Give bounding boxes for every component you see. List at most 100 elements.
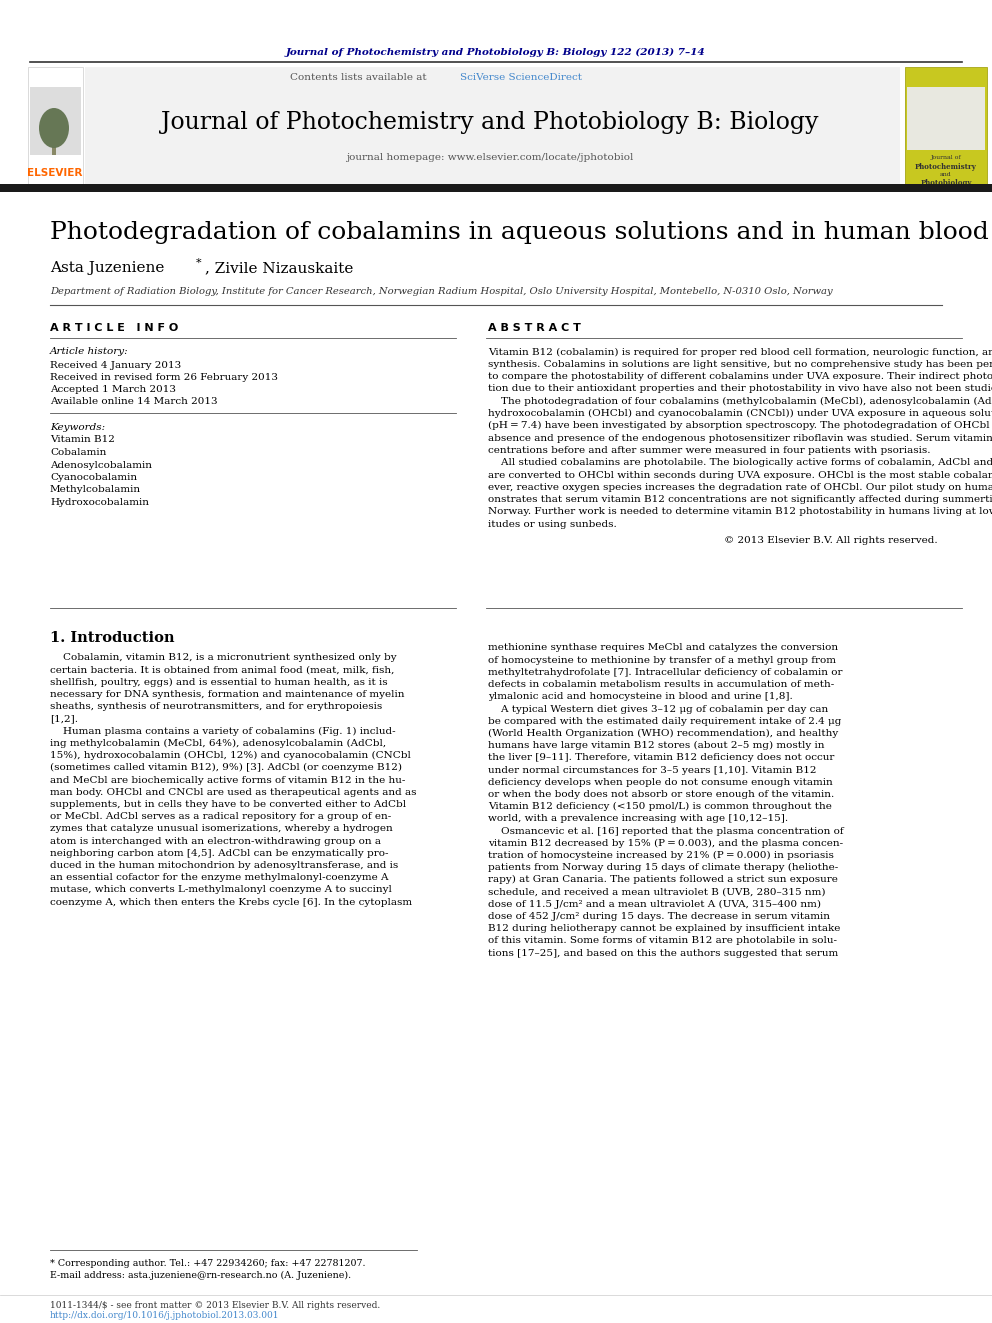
Text: 1. Introduction: 1. Introduction <box>50 631 175 646</box>
Text: Human plasma contains a variety of cobalamins (Fig. 1) includ-: Human plasma contains a variety of cobal… <box>50 726 396 736</box>
Bar <box>0 184 992 192</box>
Bar <box>30 87 81 155</box>
Text: defects in cobalamin metabolism results in accumulation of meth-: defects in cobalamin metabolism results … <box>488 680 834 689</box>
Text: Cyanocobalamin: Cyanocobalamin <box>50 474 137 482</box>
Text: B12 during heliotherapy cannot be explained by insufficient intake: B12 during heliotherapy cannot be explai… <box>488 923 840 933</box>
Text: * Corresponding author. Tel.: +47 22934260; fax: +47 22781207.: * Corresponding author. Tel.: +47 229342… <box>50 1258 365 1267</box>
Text: deficiency develops when people do not consume enough vitamin: deficiency develops when people do not c… <box>488 778 832 787</box>
Text: methionine synthase requires MeCbl and catalyzes the conversion: methionine synthase requires MeCbl and c… <box>488 643 838 652</box>
Text: under normal circumstances for 3–5 years [1,10]. Vitamin B12: under normal circumstances for 3–5 years… <box>488 766 816 774</box>
Text: dose of 452 J/cm² during 15 days. The decrease in serum vitamin: dose of 452 J/cm² during 15 days. The de… <box>488 912 830 921</box>
Text: (pH = 7.4) have been investigated by absorption spectroscopy. The photodegradati: (pH = 7.4) have been investigated by abs… <box>488 421 992 430</box>
Text: ever, reactive oxygen species increases the degradation rate of OHCbl. Our pilot: ever, reactive oxygen species increases … <box>488 483 992 492</box>
Text: Keywords:: Keywords: <box>50 422 105 431</box>
Text: Methylcobalamin: Methylcobalamin <box>50 486 141 495</box>
Text: journal homepage: www.elsevier.com/locate/jphotobiol: journal homepage: www.elsevier.com/locat… <box>346 153 634 163</box>
Text: Photodegradation of cobalamins in aqueous solutions and in human blood: Photodegradation of cobalamins in aqueou… <box>50 221 989 243</box>
Text: centrations before and after summer were measured in four patients with psoriasi: centrations before and after summer were… <box>488 446 930 455</box>
Text: Cobalamin: Cobalamin <box>50 448 106 456</box>
Text: Vitamin B12: Vitamin B12 <box>50 435 115 445</box>
Text: All studied cobalamins are photolabile. The biologically active forms of cobalam: All studied cobalamins are photolabile. … <box>488 458 992 467</box>
Text: man body. OHCbl and CNCbl are used as therapeutical agents and as: man body. OHCbl and CNCbl are used as th… <box>50 787 417 796</box>
Text: coenzyme A, which then enters the Krebs cycle [6]. In the cytoplasm: coenzyme A, which then enters the Krebs … <box>50 897 412 906</box>
Text: [1,2].: [1,2]. <box>50 714 78 724</box>
Text: A typical Western diet gives 3–12 μg of cobalamin per day can: A typical Western diet gives 3–12 μg of … <box>488 705 828 713</box>
Text: zymes that catalyze unusual isomerizations, whereby a hydrogen: zymes that catalyze unusual isomerizatio… <box>50 824 393 833</box>
Text: sheaths, synthesis of neurotransmitters, and for erythropoiesis: sheaths, synthesis of neurotransmitters,… <box>50 703 382 712</box>
Bar <box>907 87 985 149</box>
Text: world, with a prevalence increasing with age [10,12–15].: world, with a prevalence increasing with… <box>488 814 788 823</box>
Text: Photochemistry: Photochemistry <box>915 163 977 171</box>
Text: Available online 14 March 2013: Available online 14 March 2013 <box>50 397 217 406</box>
Text: synthesis. Cobalamins in solutions are light sensitive, but no comprehensive stu: synthesis. Cobalamins in solutions are l… <box>488 360 992 369</box>
Text: Vitamin B12 (cobalamin) is required for proper red blood cell formation, neurolo: Vitamin B12 (cobalamin) is required for … <box>488 348 992 357</box>
Text: of homocysteine to methionine by transfer of a methyl group from: of homocysteine to methionine by transfe… <box>488 656 836 664</box>
Text: Journal of Photochemistry and Photobiology B: Biology 122 (2013) 7–14: Journal of Photochemistry and Photobiolo… <box>286 48 706 57</box>
Text: SciVerse ScienceDirect: SciVerse ScienceDirect <box>460 74 582 82</box>
Text: an essential cofactor for the enzyme methylmalonyl-coenzyme A: an essential cofactor for the enzyme met… <box>50 873 389 882</box>
Bar <box>28 67 83 185</box>
Ellipse shape <box>39 108 69 148</box>
Text: schedule, and received a mean ultraviolet B (UVB, 280–315 nm): schedule, and received a mean ultraviole… <box>488 888 825 897</box>
Text: rapy) at Gran Canaria. The patients followed a strict sun exposure: rapy) at Gran Canaria. The patients foll… <box>488 876 838 884</box>
Text: dose of 11.5 J/cm² and a mean ultraviolet A (UVA, 315–400 nm): dose of 11.5 J/cm² and a mean ultraviole… <box>488 900 821 909</box>
Text: and: and <box>940 172 952 177</box>
Text: Norway. Further work is needed to determine vitamin B12 photostability in humans: Norway. Further work is needed to determ… <box>488 508 992 516</box>
Text: , Zivile Nizauskaite: , Zivile Nizauskaite <box>205 261 353 275</box>
Text: Asta Juzeniene: Asta Juzeniene <box>50 261 165 275</box>
Text: A B S T R A C T: A B S T R A C T <box>488 323 581 333</box>
Text: to compare the photostability of different cobalamins under UVA exposure. Their : to compare the photostability of differe… <box>488 372 992 381</box>
Bar <box>905 67 987 185</box>
Text: Contents lists available at: Contents lists available at <box>290 74 430 82</box>
Text: Osmancevic et al. [16] reported that the plasma concentration of: Osmancevic et al. [16] reported that the… <box>488 827 843 836</box>
Text: Vitamin B12 deficiency (<150 pmol/L) is common throughout the: Vitamin B12 deficiency (<150 pmol/L) is … <box>488 802 832 811</box>
Text: (sometimes called vitamin B12), 9%) [3]. AdCbl (or coenzyme B12): (sometimes called vitamin B12), 9%) [3].… <box>50 763 402 773</box>
Text: ylmalonic acid and homocysteine in blood and urine [1,8].: ylmalonic acid and homocysteine in blood… <box>488 692 793 701</box>
Text: duced in the human mitochondrion by adenosyltransferase, and is: duced in the human mitochondrion by aden… <box>50 861 398 871</box>
Text: Received in revised form 26 February 2013: Received in revised form 26 February 201… <box>50 373 278 381</box>
Text: shellfish, poultry, eggs) and is essential to human health, as it is: shellfish, poultry, eggs) and is essenti… <box>50 677 388 687</box>
Text: Hydroxocobalamin: Hydroxocobalamin <box>50 497 149 507</box>
Text: Cobalamin, vitamin B12, is a micronutrient synthesized only by: Cobalamin, vitamin B12, is a micronutrie… <box>50 654 397 663</box>
Text: or MeCbl. AdCbl serves as a radical repository for a group of en-: or MeCbl. AdCbl serves as a radical repo… <box>50 812 391 822</box>
Text: neighboring carbon atom [4,5]. AdCbl can be enzymatically pro-: neighboring carbon atom [4,5]. AdCbl can… <box>50 848 389 857</box>
Text: are converted to OHCbl within seconds during UVA exposure. OHCbl is the most sta: are converted to OHCbl within seconds du… <box>488 471 992 479</box>
Text: Journal of: Journal of <box>930 156 961 160</box>
Text: tion due to their antioxidant properties and their photostability in vivo have a: tion due to their antioxidant properties… <box>488 385 992 393</box>
Text: 1011-1344/$ - see front matter © 2013 Elsevier B.V. All rights reserved.: 1011-1344/$ - see front matter © 2013 El… <box>50 1301 380 1310</box>
Text: onstrates that serum vitamin B12 concentrations are not significantly affected d: onstrates that serum vitamin B12 concent… <box>488 495 992 504</box>
Text: A R T I C L E   I N F O: A R T I C L E I N F O <box>50 323 179 333</box>
Text: humans have large vitamin B12 stores (about 2–5 mg) mostly in: humans have large vitamin B12 stores (ab… <box>488 741 824 750</box>
Text: tration of homocysteine increased by 21% (P = 0.000) in psoriasis: tration of homocysteine increased by 21%… <box>488 851 834 860</box>
Text: methyltetrahydrofolate [7]. Intracellular deficiency of cobalamin or: methyltetrahydrofolate [7]. Intracellula… <box>488 668 842 677</box>
Text: 15%), hydroxocobalamin (OHCbl, 12%) and cyanocobalamin (CNCbl: 15%), hydroxocobalamin (OHCbl, 12%) and … <box>50 751 411 761</box>
Text: The photodegradation of four cobalamins (methylcobalamin (MeCbl), adenosylcobala: The photodegradation of four cobalamins … <box>488 397 992 406</box>
Text: Adenosylcobalamin: Adenosylcobalamin <box>50 460 152 470</box>
Text: certain bacteria. It is obtained from animal food (meat, milk, fish,: certain bacteria. It is obtained from an… <box>50 665 395 675</box>
Text: http://dx.doi.org/10.1016/j.jphotobiol.2013.03.001: http://dx.doi.org/10.1016/j.jphotobiol.2… <box>50 1311 280 1320</box>
Text: Article history:: Article history: <box>50 348 129 356</box>
Text: hydroxocobalamin (OHCbl) and cyanocobalamin (CNCbl)) under UVA exposure in aqueo: hydroxocobalamin (OHCbl) and cyanocobala… <box>488 409 992 418</box>
Text: (World Health Organization (WHO) recommendation), and healthy: (World Health Organization (WHO) recomme… <box>488 729 838 738</box>
Text: Accepted 1 March 2013: Accepted 1 March 2013 <box>50 385 176 393</box>
Text: of this vitamin. Some forms of vitamin B12 are photolabile in solu-: of this vitamin. Some forms of vitamin B… <box>488 937 837 946</box>
Bar <box>85 67 900 185</box>
Text: Photobiology: Photobiology <box>921 179 972 187</box>
Text: ELSEVIER: ELSEVIER <box>28 168 82 179</box>
Text: patients from Norway during 15 days of climate therapy (heliothe-: patients from Norway during 15 days of c… <box>488 863 838 872</box>
Text: Journal of Photochemistry and Photobiology B: Biology: Journal of Photochemistry and Photobiolo… <box>162 111 818 134</box>
Bar <box>52 140 56 155</box>
Text: Department of Radiation Biology, Institute for Cancer Research, Norwegian Radium: Department of Radiation Biology, Institu… <box>50 287 832 295</box>
Text: be compared with the estimated daily requirement intake of 2.4 μg: be compared with the estimated daily req… <box>488 717 841 726</box>
Text: itudes or using sunbeds.: itudes or using sunbeds. <box>488 520 617 529</box>
Text: tions [17–25], and based on this the authors suggested that serum: tions [17–25], and based on this the aut… <box>488 949 838 958</box>
Text: © 2013 Elsevier B.V. All rights reserved.: © 2013 Elsevier B.V. All rights reserved… <box>724 536 938 545</box>
Text: Received 4 January 2013: Received 4 January 2013 <box>50 360 182 369</box>
Text: and MeCbl are biochemically active forms of vitamin B12 in the hu-: and MeCbl are biochemically active forms… <box>50 775 406 785</box>
Text: absence and presence of the endogenous photosensitizer riboflavin was studied. S: absence and presence of the endogenous p… <box>488 434 992 443</box>
Text: E-mail address: asta.juzeniene@rn-research.no (A. Juzeniene).: E-mail address: asta.juzeniene@rn-resear… <box>50 1270 351 1279</box>
Text: ing methylcobalamin (MeCbl, 64%), adenosylcobalamin (AdCbl,: ing methylcobalamin (MeCbl, 64%), adenos… <box>50 738 386 747</box>
Text: *: * <box>196 258 201 269</box>
Text: mutase, which converts L-methylmalonyl coenzyme A to succinyl: mutase, which converts L-methylmalonyl c… <box>50 885 392 894</box>
Text: supplements, but in cells they have to be converted either to AdCbl: supplements, but in cells they have to b… <box>50 800 406 808</box>
